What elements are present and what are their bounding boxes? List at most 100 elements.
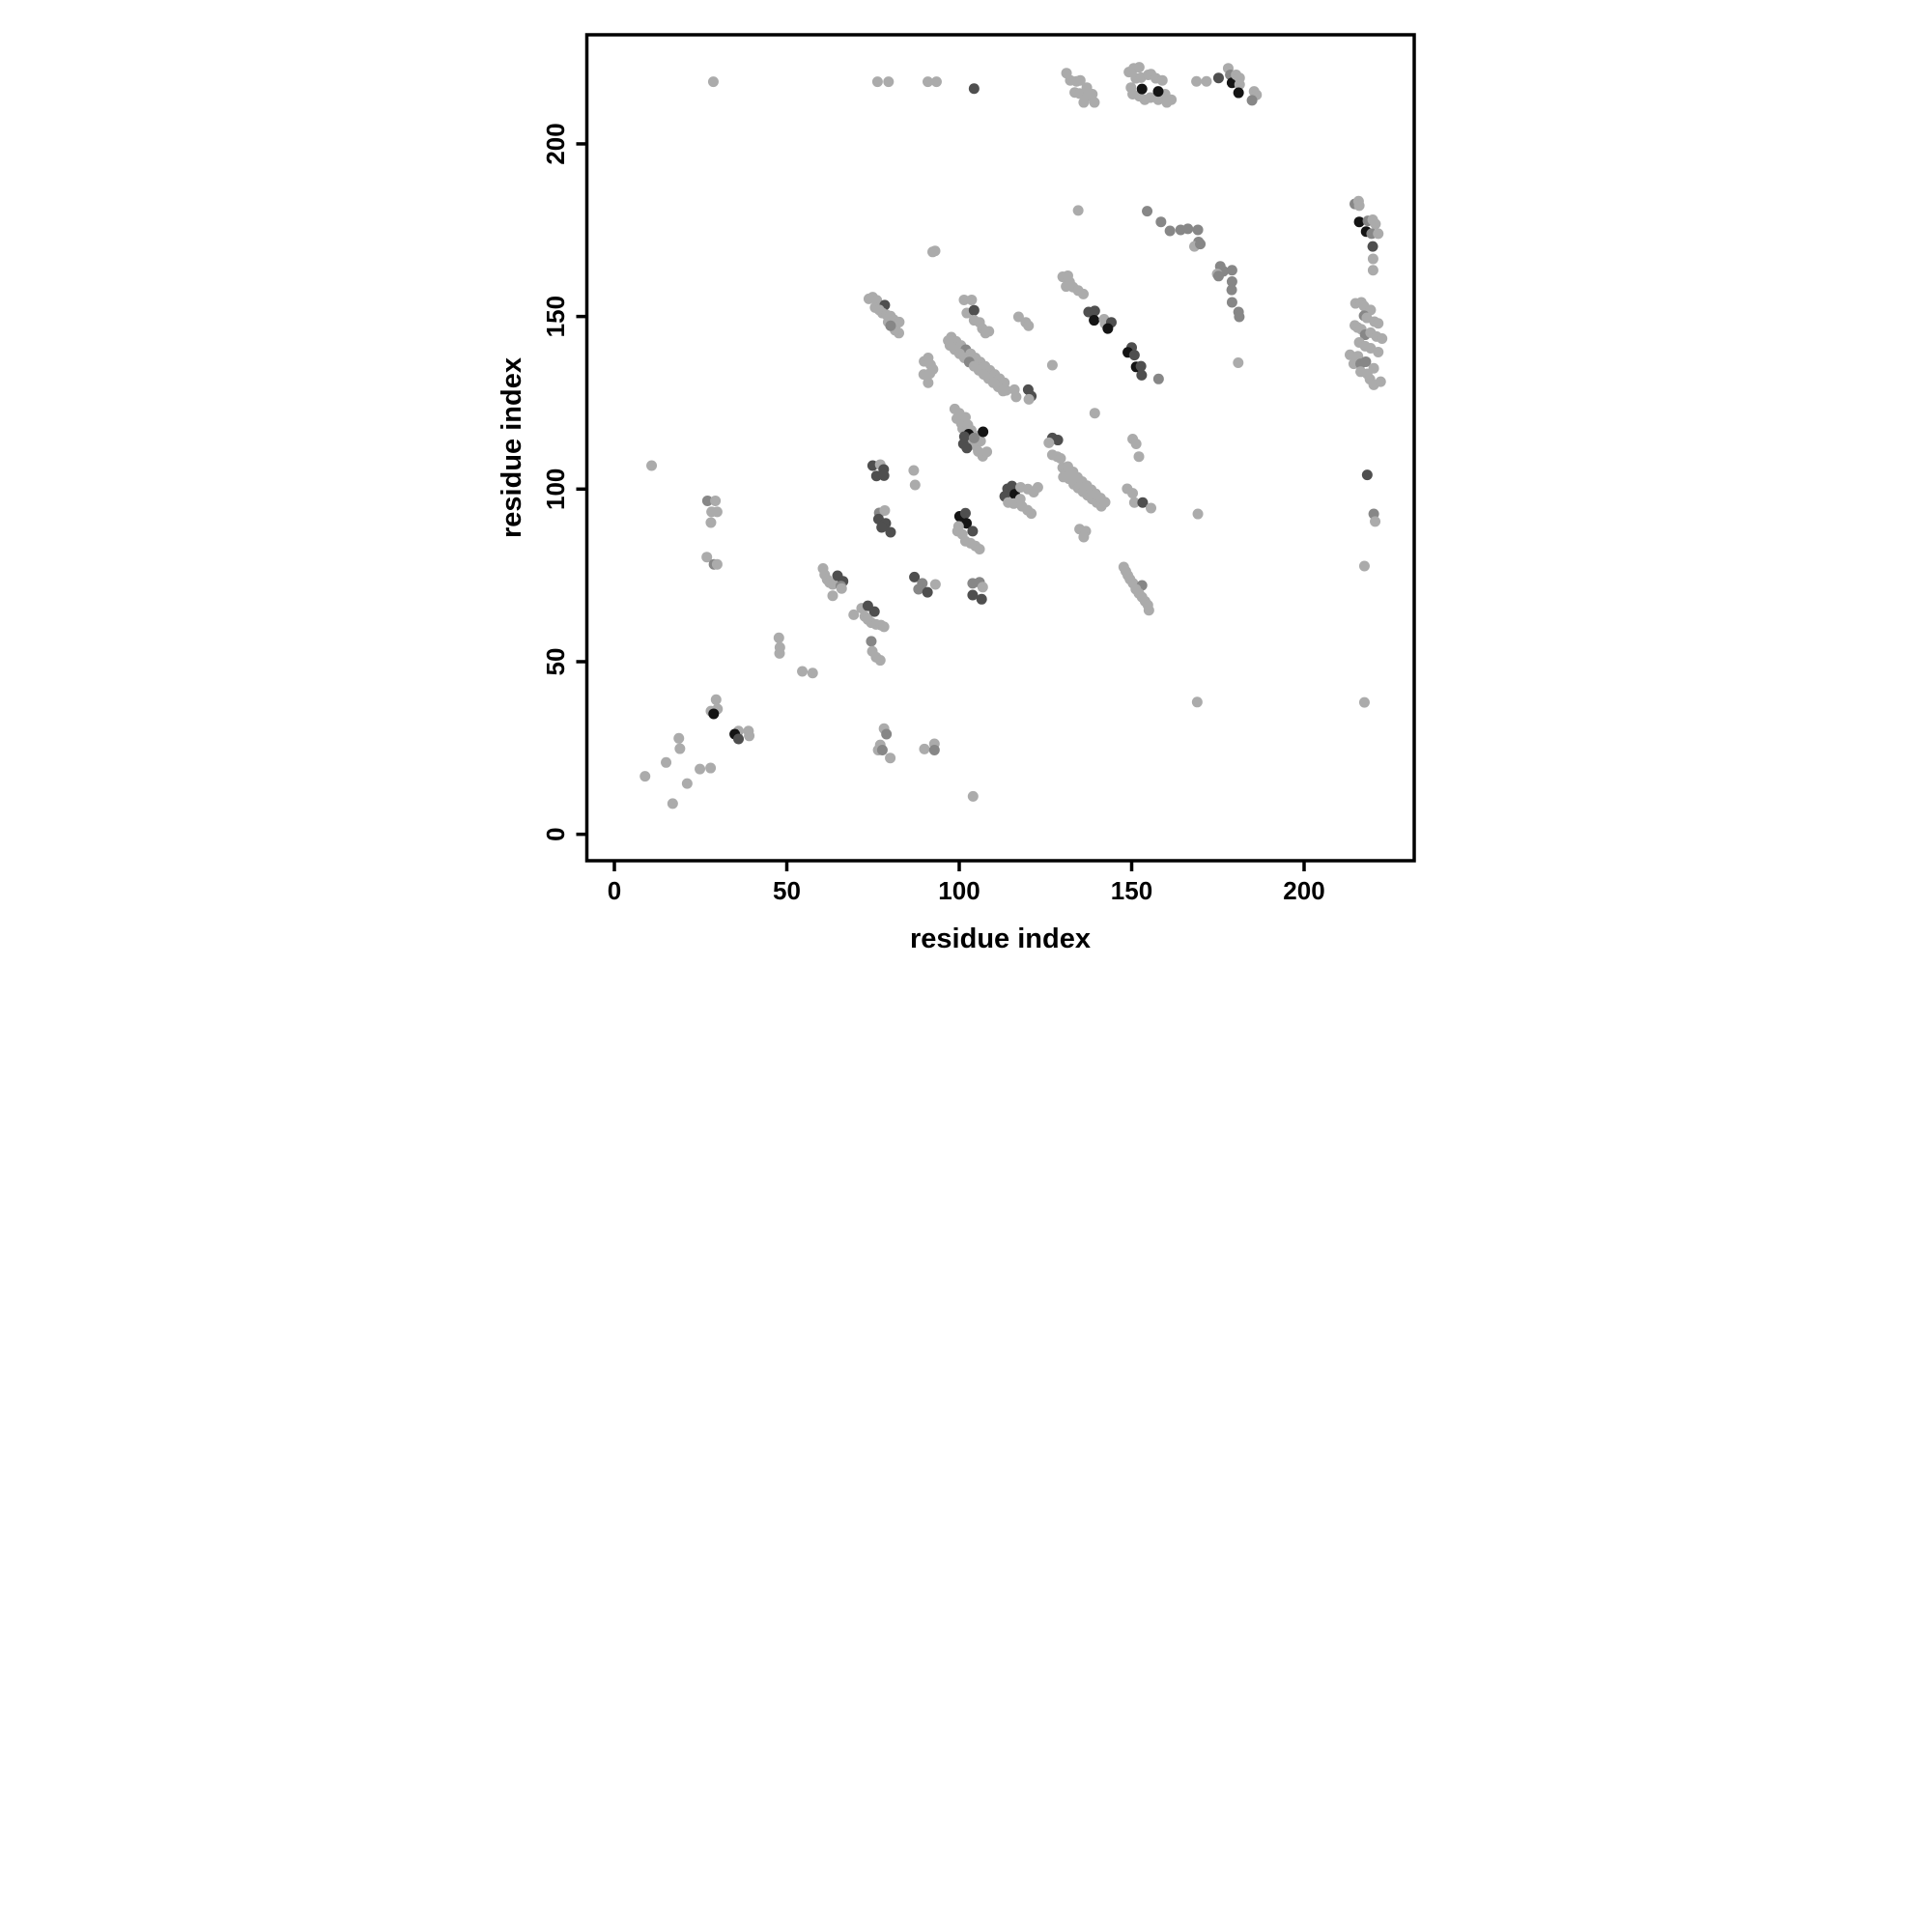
data-point — [1152, 373, 1164, 384]
data-point — [705, 517, 717, 528]
data-point — [1373, 346, 1384, 357]
scatter-points-layer — [639, 62, 1388, 810]
data-point — [710, 694, 722, 705]
data-point — [930, 76, 942, 88]
data-point — [1133, 62, 1145, 73]
data-point — [1155, 216, 1167, 228]
data-point — [885, 526, 896, 538]
data-point — [1023, 393, 1035, 405]
data-point — [1137, 497, 1149, 508]
data-point — [1353, 200, 1365, 212]
data-point — [868, 606, 880, 617]
x-axis-label: residue index — [910, 923, 1091, 954]
data-point — [980, 327, 991, 339]
data-point — [711, 558, 723, 570]
x-tick-label: 50 — [773, 876, 801, 905]
data-point — [1367, 265, 1378, 276]
data-point — [1370, 218, 1381, 230]
data-point — [1136, 369, 1148, 381]
data-point — [894, 316, 905, 327]
data-point — [1046, 359, 1058, 371]
data-point — [968, 304, 980, 316]
data-point — [1135, 360, 1147, 372]
data-point — [639, 771, 651, 782]
data-point — [1102, 323, 1114, 334]
data-point — [923, 76, 933, 88]
y-tick-label: 100 — [541, 469, 570, 510]
chart-canvas: 0 50 100 150 200 0 50 100 150 200 residue index r… — [483, 0, 1449, 966]
data-point — [885, 320, 896, 331]
y-axis-label: residue index — [497, 357, 527, 538]
data-point — [961, 442, 973, 454]
data-point — [1052, 435, 1064, 446]
data-point — [966, 294, 978, 305]
y-tick-label: 50 — [541, 648, 570, 676]
data-point — [879, 504, 891, 516]
y-tick-label: 0 — [541, 827, 570, 840]
data-point — [1377, 333, 1388, 344]
data-point — [681, 778, 693, 789]
data-point — [667, 798, 678, 810]
data-point — [1246, 95, 1258, 106]
data-point — [1233, 87, 1244, 99]
data-point — [708, 708, 720, 720]
data-point — [1195, 239, 1207, 250]
data-point — [958, 294, 970, 305]
data-point — [1182, 223, 1194, 235]
data-point — [997, 385, 1009, 397]
data-point — [1164, 225, 1176, 237]
data-point — [909, 571, 921, 582]
data-point — [701, 495, 713, 506]
data-point — [1367, 253, 1378, 265]
data-point — [744, 730, 755, 742]
data-point — [1233, 357, 1244, 368]
data-point — [1370, 516, 1381, 527]
x-tick-label: 0 — [608, 876, 621, 905]
data-point — [1089, 97, 1100, 108]
data-point — [1136, 83, 1148, 95]
data-point — [1128, 497, 1140, 508]
data-point — [978, 426, 989, 438]
data-point — [1023, 320, 1035, 331]
data-point — [1061, 281, 1072, 293]
data-point — [1234, 79, 1245, 90]
axis-ticks-layer — [576, 142, 1306, 871]
x-tick-label: 200 — [1283, 876, 1324, 905]
data-point — [1099, 497, 1111, 508]
data-point — [1360, 355, 1372, 367]
data-point — [1226, 276, 1237, 288]
data-point — [1128, 350, 1140, 361]
data-point — [1234, 311, 1245, 323]
data-point — [673, 732, 685, 744]
data-point — [1143, 605, 1154, 616]
chart-background — [483, 0, 1449, 966]
y-tick-label: 200 — [541, 123, 570, 164]
data-point — [870, 470, 882, 482]
x-tick-label: 100 — [938, 876, 980, 905]
data-point — [1072, 205, 1084, 216]
data-point — [1375, 376, 1386, 387]
data-point — [1007, 480, 1018, 492]
data-point — [827, 590, 838, 602]
data-point — [919, 743, 930, 754]
data-point — [836, 582, 847, 594]
data-point — [967, 790, 979, 802]
data-point — [1191, 75, 1203, 87]
data-point — [711, 506, 723, 518]
data-point — [1212, 270, 1224, 282]
data-point — [1133, 451, 1145, 463]
data-point — [968, 432, 980, 443]
data-point — [866, 636, 877, 647]
data-point — [1089, 408, 1100, 419]
data-point — [876, 522, 888, 533]
data-point — [1089, 315, 1100, 327]
data-point — [1212, 72, 1224, 84]
x-tick-label: 150 — [1111, 876, 1152, 905]
data-point — [1353, 216, 1365, 228]
data-point — [974, 544, 985, 554]
data-point — [774, 647, 785, 659]
data-point — [1192, 508, 1204, 520]
data-point — [807, 668, 818, 679]
data-point — [1010, 391, 1022, 403]
data-point — [1146, 502, 1156, 514]
